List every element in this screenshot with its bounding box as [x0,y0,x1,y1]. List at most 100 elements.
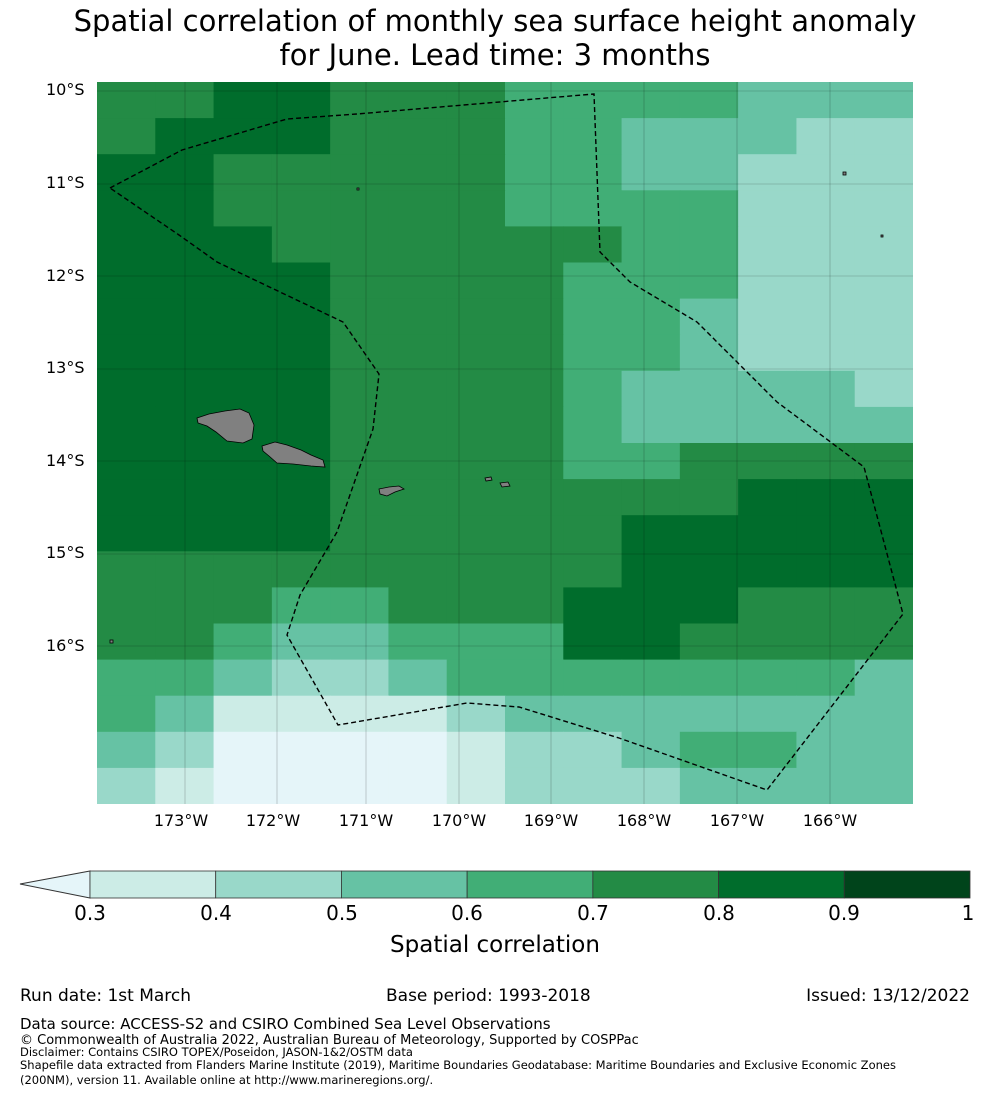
grid-cell [97,695,156,733]
grid-cell [621,623,681,661]
grid-cell [155,443,215,480]
grid-cell [330,695,390,733]
grid-cell [621,479,681,516]
grid-cell [679,370,739,408]
grid-cell [796,479,856,516]
grid-cell [155,515,215,552]
grid-cell [621,190,681,227]
grid-cell [563,515,623,552]
grid-cell [621,226,681,264]
grid-cell [155,370,215,408]
grid-cell [679,334,739,372]
lat-label-14s: 14°S [46,451,85,470]
grid-cell [213,479,273,516]
grid-cell [271,226,331,264]
grid-cell [446,226,506,264]
grid-cell [446,767,506,804]
grid-cell [505,731,564,769]
grid-cell [505,262,564,300]
grid-cell [854,298,913,336]
grid-cell [854,587,913,625]
grid-cell [446,334,506,372]
grid-cell [330,443,390,480]
grid-cell [271,190,331,227]
grid-cell [621,443,681,480]
grid-cell [388,226,448,264]
grid-cell [330,479,390,516]
grid-cell [505,226,564,264]
grid-cell [738,551,798,588]
grid-cell [796,190,856,227]
lat-label-13s: 13°S [46,358,85,377]
grid-cell [738,515,798,552]
colorbar-tick-0-6: 0.6 [451,901,483,925]
lon-label-172w: 172°W [245,811,301,830]
grid-cell [330,82,390,119]
run-date: Run date: 1st March [20,986,192,1006]
grid-cell [679,623,739,661]
grid-cell [621,551,681,588]
grid-cell [563,190,623,227]
grid-cell [563,370,623,408]
grid-cell [330,226,390,264]
grid-cell [446,479,506,516]
grid-cell [330,262,390,300]
grid-cell [563,731,623,769]
correlation-map[interactable] [97,82,913,804]
grid-cell [388,623,448,661]
grid-cell [854,154,913,191]
lon-label-167w: 167°W [709,811,765,830]
grid-cell [330,370,390,408]
grid-cell [796,551,856,588]
colorbar-label: Spatial correlation [390,932,600,958]
grid-cell [563,154,623,191]
grid-cell [563,767,623,804]
lat-label-12s: 12°S [46,266,85,285]
issued-date: Issued: 13/12/2022 [806,986,970,1006]
shapefile-credit-1: Shapefile data extracted from Flanders M… [20,1058,896,1072]
grid-cell [796,443,856,480]
grid-cell [388,190,448,227]
grid-cell [213,659,273,697]
grid-cell [679,190,739,227]
grid-cell [271,479,331,516]
grid-cell [271,298,331,336]
grid-cell [97,118,156,155]
grid-cell [563,551,623,588]
grid-cell [271,767,331,804]
grid-cell [155,731,215,769]
colorbar-tick-0-3: 0.3 [74,901,106,925]
grid-cell [213,767,273,804]
grid-cell [796,118,856,155]
grid-cell [621,82,681,119]
grid-cell [854,370,913,408]
grid-cell [738,262,798,300]
grid-cell [155,262,215,300]
grid-cell [563,659,623,697]
grid-cell [621,334,681,372]
grid-cell [854,731,913,769]
grid-cell [854,767,913,804]
grid-cell [796,298,856,336]
atoll-east [842,171,847,176]
grid-cell [796,262,856,300]
grid-cell [213,551,273,588]
swains-island [356,187,360,191]
grid-cell [271,623,331,661]
correlation-cells [97,82,913,804]
grid-cell [621,659,681,697]
grid-cell [796,154,856,191]
grid-cell [155,334,215,372]
grid-cell [446,695,506,733]
grid-cell [155,479,215,516]
grid-cell [854,118,913,155]
grid-cell [271,262,331,300]
grid-cell [563,443,623,480]
grid-cell [97,190,156,227]
grid-cell [679,406,739,444]
grid-cell [505,406,564,444]
grid-cell [679,154,739,191]
grid-cell [505,479,564,516]
grid-cell [97,334,156,372]
grid-cell [330,406,390,444]
